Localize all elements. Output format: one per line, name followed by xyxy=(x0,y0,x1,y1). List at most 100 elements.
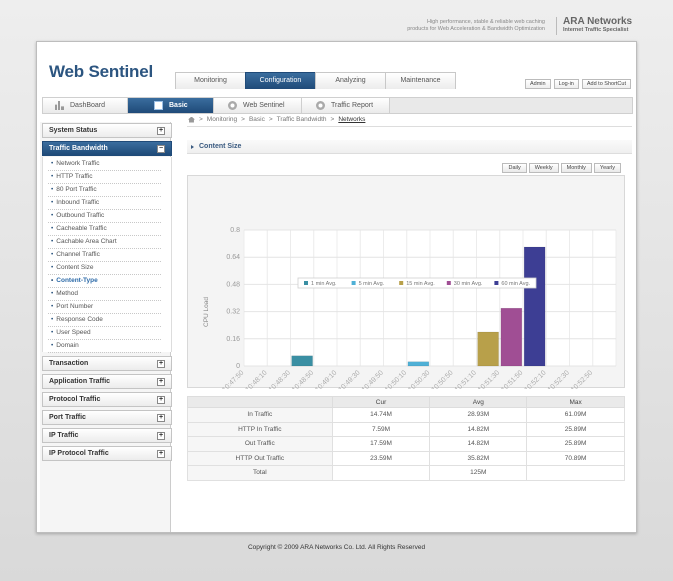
sidebar-group-transaction[interactable]: Transaction + xyxy=(42,356,172,371)
expand-icon[interactable]: + xyxy=(157,414,165,422)
tab-analyzing[interactable]: Analyzing xyxy=(315,72,386,89)
bar xyxy=(477,331,499,367)
sidebar-item-80-port-traffic[interactable]: 80 Port Traffic xyxy=(48,184,161,197)
admin-link[interactable]: Admin xyxy=(524,79,551,89)
sidebar-group-ip-protocol-traffic[interactable]: IP Protocol Traffic + xyxy=(42,446,172,461)
home-icon[interactable] xyxy=(188,116,195,123)
x-tick-label: 10:47:50 xyxy=(221,369,245,389)
table-cell: 28.93M xyxy=(429,407,528,423)
breadcrumb-sep: > xyxy=(268,116,273,123)
breadcrumb-sep: > xyxy=(241,116,245,123)
main-tabs: Monitoring Configuration Analyzing Maint… xyxy=(175,72,456,89)
subtab-traffic-report[interactable]: Traffic Report xyxy=(302,98,390,113)
subtab-dashboard[interactable]: DashBoard xyxy=(43,98,128,113)
sidebar-item-content-size[interactable]: Content Size xyxy=(48,262,161,275)
sidebar-item-response-code[interactable]: Response Code xyxy=(48,314,161,327)
breadcrumb-item[interactable]: Traffic Bandwidth xyxy=(276,116,327,123)
subtab-basic-label: Basic xyxy=(169,102,188,109)
legend-label: 5 min Avg. xyxy=(359,281,385,287)
tab-maintenance[interactable]: Maintenance xyxy=(385,72,456,89)
x-tick-label: 10:52:10 xyxy=(523,369,547,389)
row-label: In Traffic xyxy=(187,407,333,423)
table-cell: 25.89M xyxy=(526,421,625,437)
y-tick-label: 0.8 xyxy=(230,227,240,234)
x-tick-label: 10:50:10 xyxy=(384,369,408,389)
sidebar-group-port-traffic[interactable]: Port Traffic + xyxy=(42,410,172,425)
row-label: Out Traffic xyxy=(187,436,333,452)
monthly-button[interactable]: Monthly xyxy=(560,163,592,173)
sidebar-group-system-status[interactable]: System Status + xyxy=(42,123,172,138)
yearly-button[interactable]: Yearly xyxy=(593,163,621,173)
tab-monitoring[interactable]: Monitoring xyxy=(175,72,246,89)
table-header: Cur xyxy=(331,396,431,408)
legend-swatch xyxy=(351,281,356,285)
x-tick-label: 10:51:10 xyxy=(454,369,478,389)
daily-button[interactable]: Daily xyxy=(502,163,527,173)
expand-icon[interactable]: + xyxy=(157,432,165,440)
sidebar-item-user-speed[interactable]: User Speed xyxy=(48,327,161,340)
y-axis-label: CPU Load xyxy=(203,297,210,327)
breadcrumb-item[interactable]: Basic xyxy=(248,116,265,123)
app-logo[interactable]: Web Sentinel xyxy=(49,62,154,81)
brand-logo: ARA Networks Internet Traffic Specialist xyxy=(563,16,663,33)
table-row: HTTP Out Traffic 23.59M 35.82M 70.89M xyxy=(187,450,625,466)
sidebar-group-ip-traffic[interactable]: IP Traffic + xyxy=(42,428,172,443)
section-title: Content Size xyxy=(187,140,632,154)
sidebar-item-outbound-traffic[interactable]: Outbound Traffic xyxy=(48,210,161,223)
sidebar-item-channel-traffic[interactable]: Channel Traffic xyxy=(48,249,161,262)
expand-icon[interactable]: + xyxy=(157,396,165,404)
sidebar-group-application-traffic[interactable]: Application Traffic + xyxy=(42,374,172,389)
sidebar-item-http-traffic[interactable]: HTTP Traffic xyxy=(48,171,161,184)
subtab-basic[interactable]: Basic xyxy=(128,98,214,113)
sidebar-item-cacheable-traffic[interactable]: Cacheable Traffic xyxy=(48,223,161,236)
table-cell: 7.59M xyxy=(331,421,431,437)
brand-divider xyxy=(556,17,557,35)
y-tick-label: 0.64 xyxy=(226,254,240,261)
table-row: Total 125M xyxy=(187,465,625,481)
expand-icon[interactable]: + xyxy=(157,450,165,458)
collapse-icon[interactable]: − xyxy=(157,145,165,153)
row-label: HTTP Out Traffic xyxy=(187,450,333,466)
row-label: Total xyxy=(187,465,333,481)
table-header xyxy=(187,396,333,408)
traffic-report-icon xyxy=(316,101,325,110)
divider xyxy=(187,126,632,127)
breadcrumb-current: Networks xyxy=(338,116,366,123)
expand-icon[interactable]: + xyxy=(157,378,165,386)
sidebar-item-domain[interactable]: Domain xyxy=(48,340,161,353)
sidebar-group-label: IP Protocol Traffic xyxy=(49,450,109,457)
sidebar-item-inbound-traffic[interactable]: Inbound Traffic xyxy=(48,197,161,210)
add-shortcut-link[interactable]: Add to ShortCut xyxy=(581,79,631,89)
table-row: HTTP In Traffic 7.59M 14.82M 25.89M xyxy=(187,421,625,437)
subtab-traffic-report-label: Traffic Report xyxy=(331,102,374,109)
expand-icon[interactable]: + xyxy=(157,127,165,135)
legend-label: 60 min Avg. xyxy=(501,281,530,287)
legend-label: 15 min Avg. xyxy=(406,281,435,287)
sidebar-group-protocol-traffic[interactable]: Protocol Traffic + xyxy=(42,392,172,407)
breadcrumb-item[interactable]: Monitoring xyxy=(206,116,238,123)
expand-icon[interactable]: + xyxy=(157,360,165,368)
subtab-web-sentinel[interactable]: Web Sentinel xyxy=(214,98,302,113)
table-cell: 14.82M xyxy=(429,421,528,437)
sidebar-item-content-type[interactable]: Content-Type xyxy=(48,275,161,288)
sidebar-group-label: IP Traffic xyxy=(49,432,79,439)
sidebar-item-port-number[interactable]: Port Number xyxy=(48,301,161,314)
weekly-button[interactable]: Weekly xyxy=(528,163,559,173)
x-tick-label: 10:51:30 xyxy=(477,369,501,389)
sidebar-item-method[interactable]: Method xyxy=(48,288,161,301)
breadcrumb-sep: > xyxy=(330,116,335,123)
sidebar-item-network-traffic[interactable]: Network Traffic xyxy=(48,158,161,171)
login-link[interactable]: Log-in xyxy=(553,79,579,89)
x-tick-label: 10:50:30 xyxy=(407,369,431,389)
x-tick-label: 10:51:50 xyxy=(500,369,524,389)
legend-swatch xyxy=(494,281,499,285)
sidebar-group-traffic-bandwidth[interactable]: Traffic Bandwidth − xyxy=(42,141,172,156)
sidebar-group-label: Application Traffic xyxy=(49,378,111,385)
table-cell: 25.89M xyxy=(526,436,625,452)
sub-nav-bar: DashBoard Basic Web Sentinel Traffic Rep… xyxy=(42,97,633,114)
tagline: High performance, stable & reliable web … xyxy=(315,19,545,33)
sidebar-group-label: Transaction xyxy=(49,360,89,367)
tab-configuration[interactable]: Configuration xyxy=(245,72,316,89)
sidebar-item-cachable-area-chart[interactable]: Cachable Area Chart xyxy=(48,236,161,249)
